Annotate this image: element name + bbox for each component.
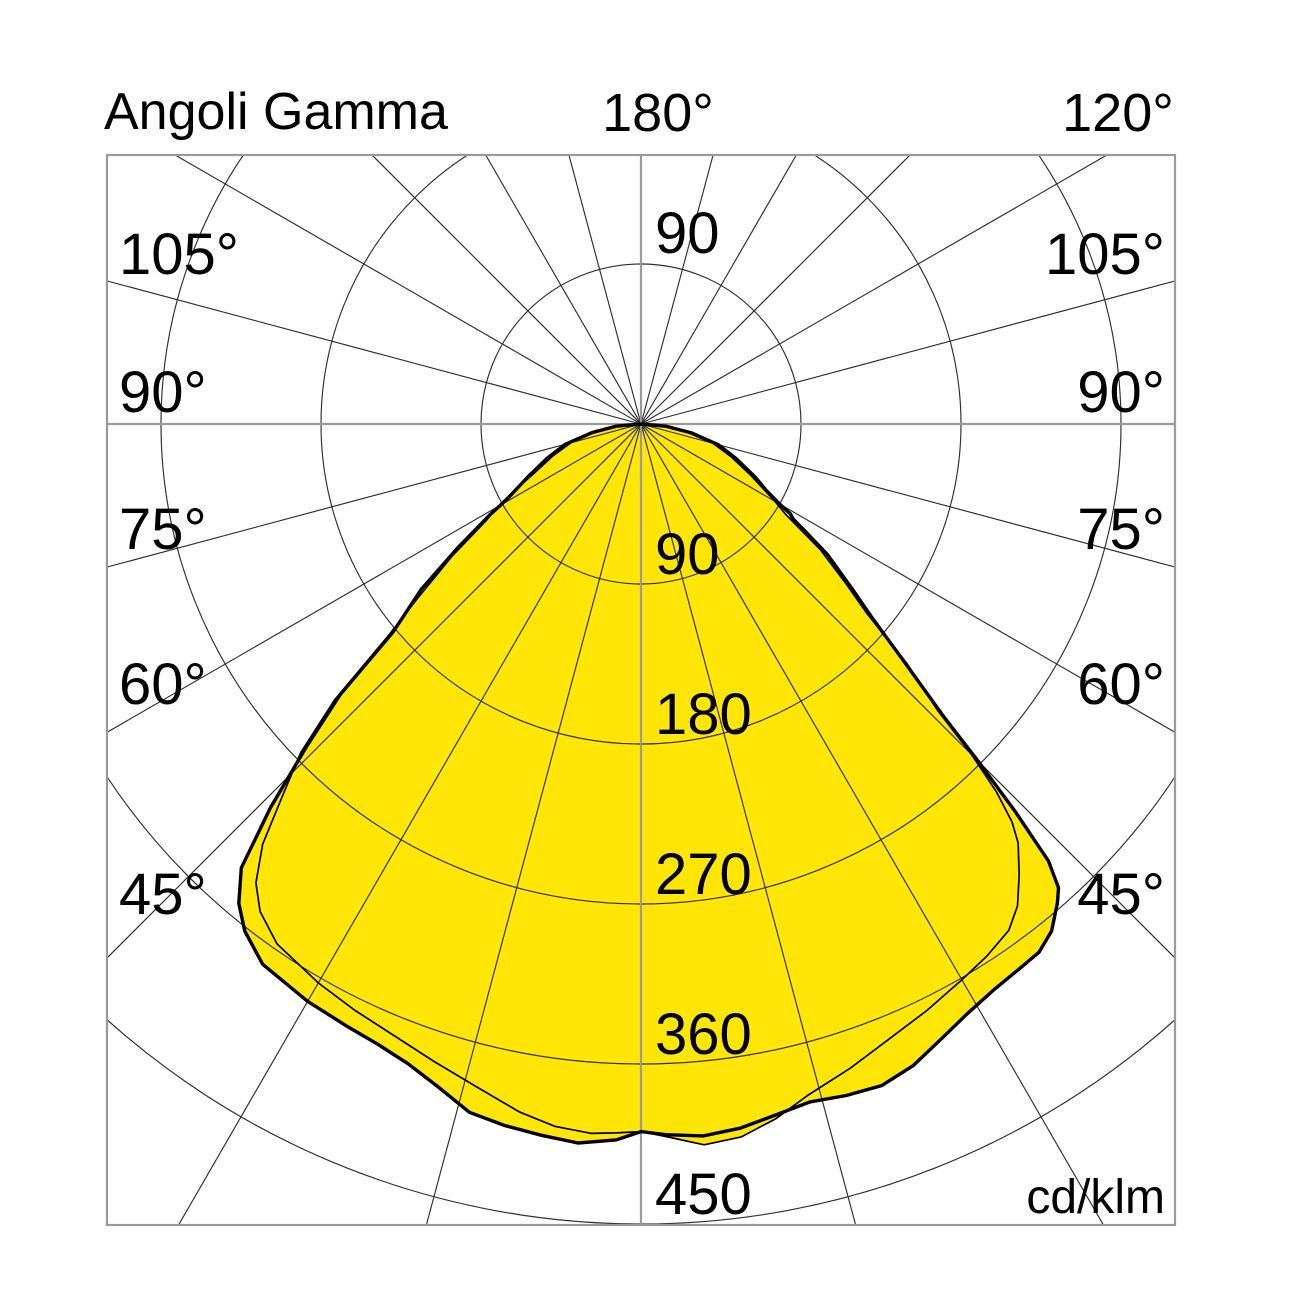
angle-label-right-45: 45°: [1077, 862, 1165, 927]
radial-line-315: [640, 155, 911, 425]
angle-label-left-75: 75°: [119, 497, 207, 562]
radial-line-210: [173, 155, 642, 425]
ring-label-upper-90: 90: [655, 201, 720, 266]
angle-label-right-75: 75°: [1077, 497, 1165, 562]
radial-line-150: [107, 423, 642, 733]
photometric-curve-thin: [255, 423, 1021, 1146]
ring-label-270: 270: [655, 842, 752, 907]
angle-label-180deg: 180°: [602, 83, 714, 143]
ring-label-360: 360: [655, 1002, 752, 1067]
radial-line-195: [107, 280, 642, 425]
radial-line-225: [371, 155, 642, 425]
radial-line-30: [640, 423, 1175, 733]
ring-labels: 90 180 270 360 450 90: [655, 201, 752, 1227]
radial-line-120: [177, 423, 642, 1225]
radial-line-285: [640, 155, 714, 425]
radial-line-45: [640, 423, 1175, 959]
ring-label-90: 90: [655, 522, 720, 587]
unit-label: cd/klm: [1026, 1171, 1165, 1224]
radial-line-60: [640, 423, 1105, 1225]
radial-line-300: [640, 155, 797, 425]
radial-line-255: [568, 155, 642, 425]
chart-title: Angoli Gamma: [104, 83, 448, 141]
radial-line-105: [425, 423, 642, 1225]
radial-line-15: [640, 423, 1175, 568]
photometric-curve-thick: [237, 422, 1061, 1145]
radial-line-135: [107, 423, 642, 959]
radial-line-345: [640, 280, 1175, 425]
angle-label-right-90: 90°: [1077, 360, 1165, 425]
ring-label-180: 180: [655, 682, 752, 747]
photometric-curve-fill-thin: [255, 424, 1020, 1145]
chart-frame: [105, 153, 1177, 1227]
angle-label-120deg: 120°: [1062, 83, 1174, 143]
angle-label-left-90: 90°: [119, 360, 207, 425]
radial-line-330: [640, 155, 1109, 425]
angle-label-left-45: 45°: [119, 862, 207, 927]
radial-line-75: [640, 423, 857, 1225]
radial-line-165: [107, 423, 642, 568]
angle-label-right-60: 60°: [1077, 652, 1165, 717]
axes: [107, 155, 1175, 1225]
angle-label-left-105: 105°: [119, 222, 239, 287]
angle-label-right-105: 105°: [1045, 222, 1165, 287]
radial-line-240: [485, 155, 642, 425]
angle-label-left-60: 60°: [119, 652, 207, 717]
ring-label-450: 450: [655, 1162, 752, 1227]
angle-labels: 105° 90° 75° 60° 45° 105° 90° 75° 60° 45°: [119, 222, 1165, 927]
